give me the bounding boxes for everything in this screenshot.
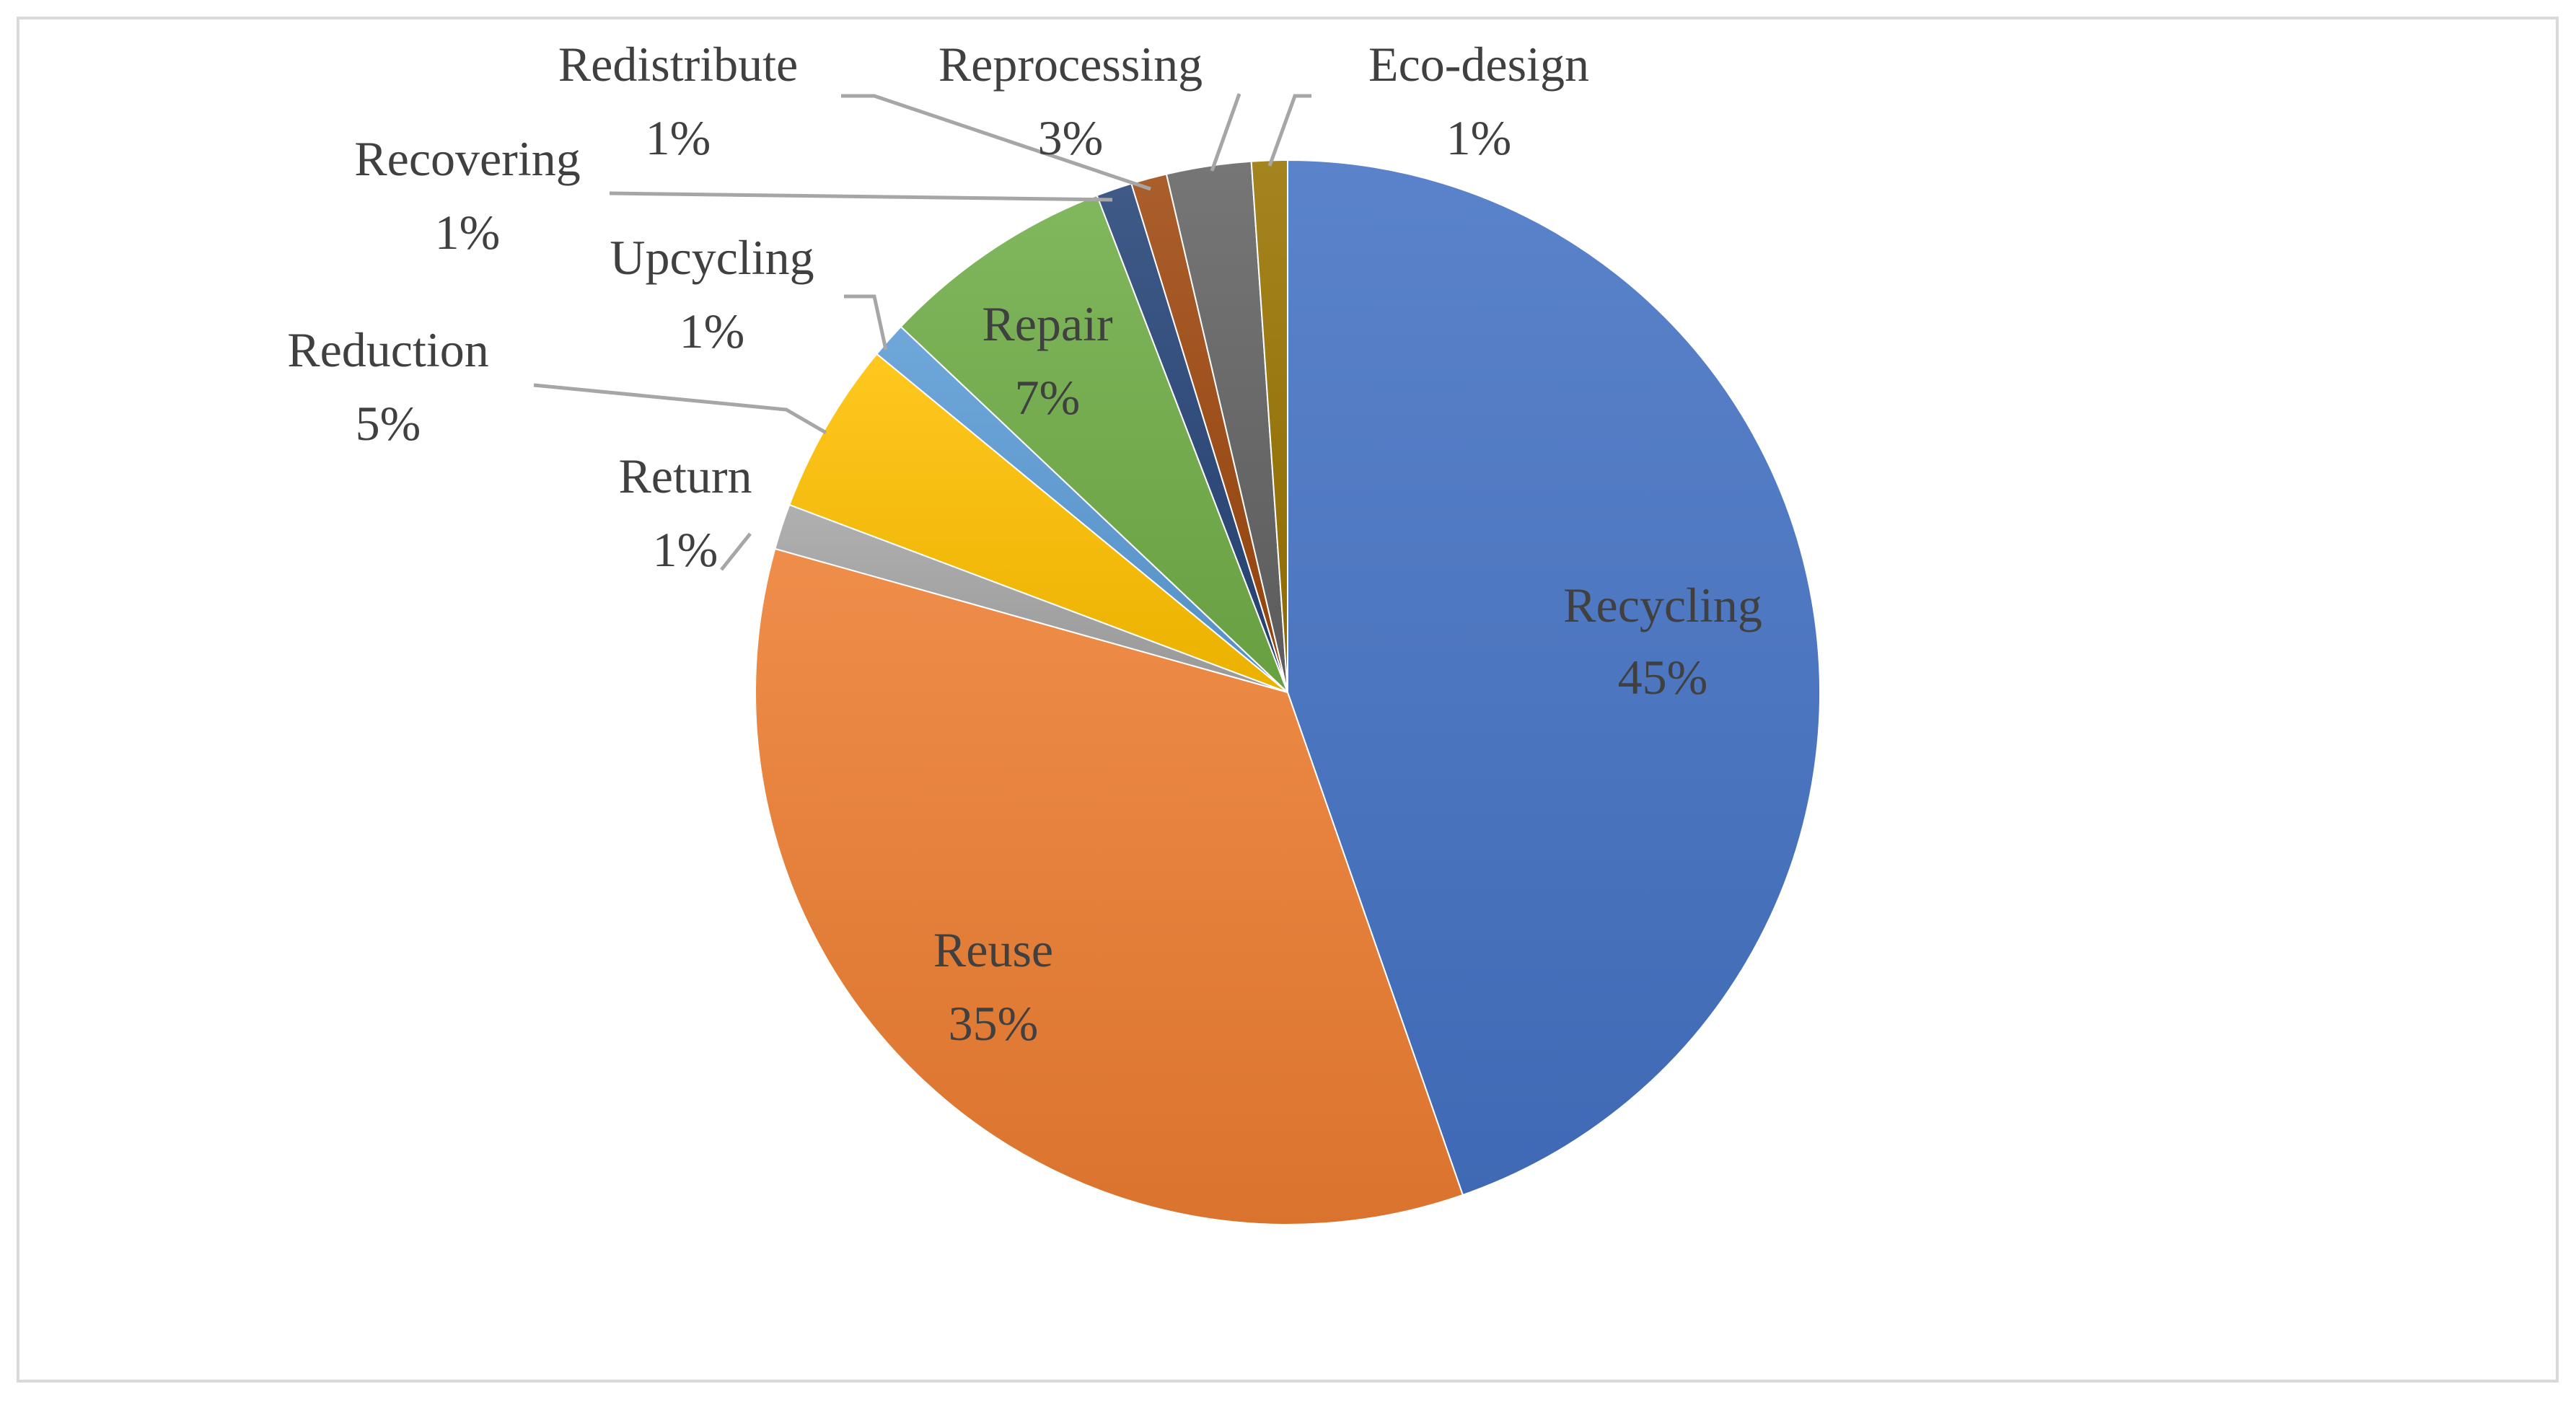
pie-slice-repair [900, 194, 1288, 693]
slice-percent-return: 1% [653, 522, 718, 577]
slice-label-recycling: Recycling [1563, 578, 1762, 632]
pie-slice-eco-design [1250, 159, 1288, 693]
slice-label-reprocessing: Reprocessing [938, 37, 1203, 92]
leader-line-upcycling [844, 294, 888, 350]
slice-label-redistribute: Redistribute [558, 37, 798, 92]
leader-line-return [720, 532, 752, 571]
leader-line-recovering [609, 191, 1113, 202]
pie-slice-recycling [1287, 159, 1821, 1196]
slice-percent-reuse: 35% [949, 996, 1039, 1051]
leader-line-redistribute [841, 94, 1151, 191]
slice-percent-reprocessing: 3% [1038, 110, 1104, 165]
slice-label-eco-design: Eco-design [1368, 37, 1589, 92]
leader-line-reduction [533, 383, 827, 435]
slice-percent-redistribute: 1% [646, 110, 711, 165]
slice-percent-eco-design: 1% [1446, 110, 1512, 165]
slice-label-reduction: Reduction [287, 322, 489, 377]
slice-label-reuse: Reuse [933, 922, 1053, 977]
pie-slice-reuse [755, 547, 1464, 1225]
slice-label-upcycling: Upcycling [610, 230, 814, 285]
leader-line-eco-design [1267, 94, 1311, 167]
slice-percent-recycling: 45% [1618, 650, 1708, 705]
slice-percent-upcycling: 1% [680, 304, 745, 358]
slice-label-return: Return [618, 449, 752, 503]
slice-percent-reduction: 5% [356, 396, 421, 451]
slice-label-repair: Repair [982, 296, 1113, 351]
slice-percent-recovering: 1% [435, 205, 501, 260]
slice-label-recovering: Recovering [354, 131, 580, 186]
leader-line-reprocessing [1210, 93, 1241, 172]
pie-slice-reduction [788, 353, 1288, 693]
leader-lines-layer [533, 93, 1311, 571]
slices-layer [755, 159, 1821, 1225]
slice-percent-repair: 7% [1015, 370, 1081, 425]
data-labels-layer: Recycling 45% Reuse 35% Return 1% Reduction 5% U… [287, 37, 1762, 1051]
